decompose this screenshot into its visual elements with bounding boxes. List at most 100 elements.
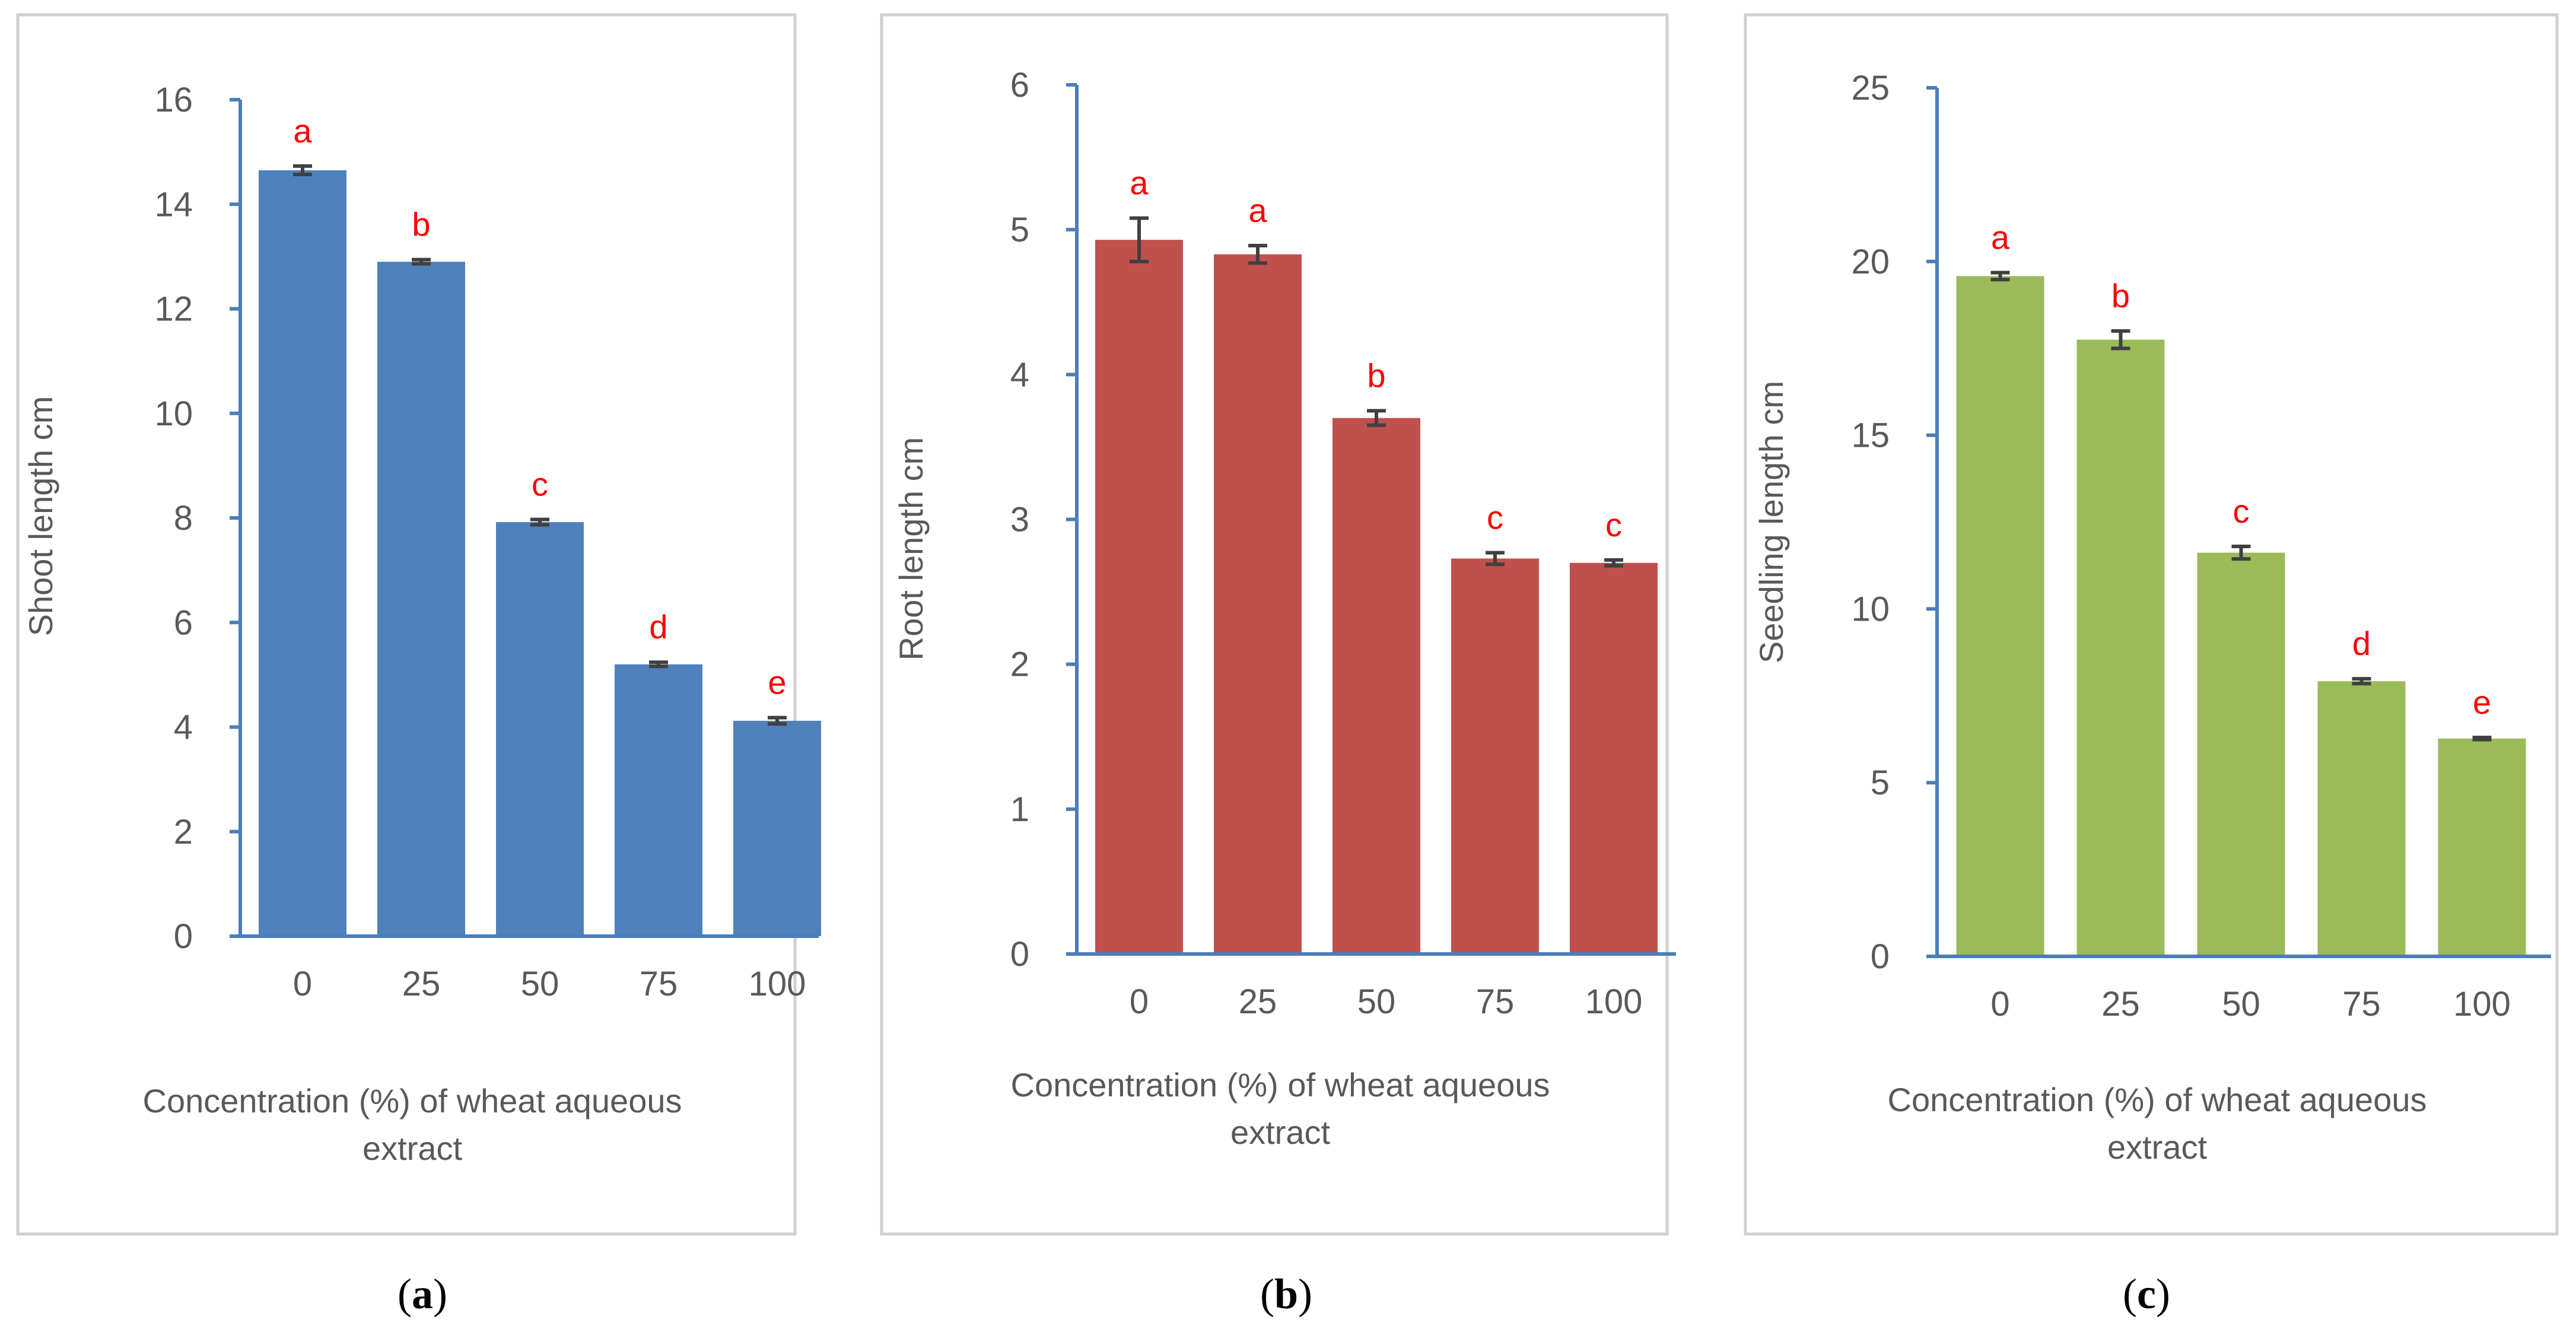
chart-panel-b: a 0 a 25 b 50 c 75 c 100 0 1 2 3 4 5 6 Root length cm Conc… <box>880 13 1676 1236</box>
bar-a-50 <box>496 522 584 936</box>
error-bar-a-75 <box>649 660 668 669</box>
error-bar-a-50 <box>530 517 549 527</box>
error-bar-b-0 <box>1130 216 1149 263</box>
bar-c-25 <box>2076 339 2165 956</box>
x-axis-title-b-line-1: Concentration (%) of wheat aqueous <box>1011 1066 1550 1103</box>
panel-caption-c-close: ) <box>2156 1270 2170 1318</box>
bar-c-50 <box>2197 552 2285 956</box>
error-bar-b-100 <box>1604 558 1623 568</box>
chart-panel-a: a 0 b 25 c 50 d 75 e 100 0 2 4 6 8 10 12 14 16 Shoot length… <box>16 13 821 1236</box>
error-bar-c-100 <box>2472 736 2492 742</box>
error-bar-a-0 <box>293 164 312 177</box>
x-tick-label-b-50: 50 <box>1357 982 1396 1021</box>
bar-b-25 <box>1214 254 1302 954</box>
error-bar-a-100 <box>768 715 787 726</box>
panel-caption-b-open: ( <box>1260 1270 1274 1318</box>
sig-letter-b-0: a <box>1130 164 1149 202</box>
error-bar-b-50 <box>1367 409 1386 427</box>
panel-caption-c-open: ( <box>2123 1270 2137 1318</box>
error-bar-c-50 <box>2231 544 2251 561</box>
x-tick-label-c-50: 50 <box>2222 985 2260 1023</box>
x-axis-title-c-line-1: Concentration (%) of wheat aqueous <box>1888 1081 2427 1118</box>
bar-b-75 <box>1451 558 1539 954</box>
y-tick-label-a-16: 16 <box>154 81 193 119</box>
y-axis-title-a: Shoot length cm <box>22 396 59 637</box>
x-tick-label-b-75: 75 <box>1476 982 1515 1021</box>
sig-letter-a-75: d <box>649 608 667 645</box>
panel-caption-c: (c) <box>2123 1270 2170 1318</box>
panel-caption-b-close: ) <box>1298 1270 1312 1318</box>
x-tick-label-c-75: 75 <box>2342 985 2381 1023</box>
x-tick-label-a-0: 0 <box>293 965 312 1003</box>
y-tick-label-b-6: 6 <box>1010 66 1029 104</box>
bar-a-100 <box>733 720 821 936</box>
error-bar-a-25 <box>412 257 431 266</box>
bar-c-75 <box>2317 681 2406 956</box>
bar-a-25 <box>377 262 465 936</box>
error-bar-b-75 <box>1486 551 1505 567</box>
bar-b-0 <box>1095 240 1183 955</box>
sig-letter-a-50: c <box>532 466 548 503</box>
sig-letter-c-25: b <box>2111 277 2130 314</box>
error-bar-b-25 <box>1248 244 1267 265</box>
y-tick-label-b-1: 1 <box>1010 790 1029 829</box>
y-tick-label-c-10: 10 <box>1851 590 1890 628</box>
y-tick-label-c-0: 0 <box>1871 937 1890 976</box>
y-tick-label-a-8: 8 <box>174 499 193 538</box>
sig-letter-a-100: e <box>768 664 786 701</box>
panel-caption-c-letter: c <box>2137 1270 2156 1318</box>
chart-panel-c: a 0 b 25 c 50 d 75 e 100 0 5 10 15 20 25 Seedling length… <box>1744 13 2559 1236</box>
y-tick-label-b-2: 2 <box>1010 645 1029 684</box>
error-bar-c-25 <box>2111 329 2130 351</box>
x-tick-label-b-0: 0 <box>1130 982 1149 1021</box>
sig-letter-b-25: a <box>1248 192 1267 229</box>
y-tick-label-c-5: 5 <box>1871 764 1890 802</box>
sig-letter-c-100: e <box>2473 683 2491 721</box>
sig-letter-c-50: c <box>2233 492 2250 530</box>
y-tick-label-a-12: 12 <box>154 290 193 329</box>
error-bar-c-75 <box>2352 677 2371 686</box>
sig-letter-c-0: a <box>1991 219 2010 256</box>
panel-caption-a-close: ) <box>433 1270 447 1318</box>
y-tick-label-c-15: 15 <box>1851 416 1890 455</box>
y-tick-label-a-10: 10 <box>154 395 193 433</box>
y-axis-title-c: Seedling length cm <box>1753 381 1790 663</box>
error-bar-c-0 <box>1990 271 2010 282</box>
y-tick-label-a-4: 4 <box>174 708 193 747</box>
y-axis-title-b: Root length cm <box>892 437 930 661</box>
sig-letter-a-25: b <box>412 206 430 243</box>
y-tick-label-b-3: 3 <box>1010 501 1029 539</box>
y-tick-label-a-14: 14 <box>154 185 193 224</box>
x-tick-label-c-100: 100 <box>2453 985 2511 1023</box>
x-axis-title-a-line-2: extract <box>362 1130 462 1167</box>
x-tick-label-c-25: 25 <box>2101 985 2140 1023</box>
x-tick-label-b-25: 25 <box>1239 982 1277 1021</box>
sig-letter-a-0: a <box>293 112 312 150</box>
sig-letter-b-75: c <box>1487 499 1503 536</box>
x-axis-title-b-line-2: extract <box>1230 1114 1330 1151</box>
y-tick-label-a-0: 0 <box>174 917 193 956</box>
bar-b-100 <box>1570 562 1658 954</box>
y-tick-label-c-25: 25 <box>1851 69 1890 107</box>
bar-a-75 <box>615 664 702 936</box>
bar-c-0 <box>1956 276 2044 956</box>
bar-c-100 <box>2438 738 2526 956</box>
x-axis-title-a-line-1: Concentration (%) of wheat aqueous <box>143 1082 682 1120</box>
x-axis-title-c-line-2: extract <box>2107 1128 2207 1166</box>
y-tick-label-a-2: 2 <box>174 813 193 851</box>
panel-caption-b: (b) <box>1260 1270 1312 1318</box>
y-tick-label-b-0: 0 <box>1010 935 1029 974</box>
x-tick-label-a-25: 25 <box>402 965 441 1003</box>
panel-caption-a: (a) <box>397 1270 447 1318</box>
sig-letter-b-50: b <box>1367 357 1385 394</box>
panel-caption-a-letter: a <box>412 1270 433 1318</box>
y-tick-label-a-6: 6 <box>174 603 193 642</box>
x-tick-label-a-75: 75 <box>640 965 678 1003</box>
sig-letter-b-100: c <box>1605 506 1622 543</box>
x-tick-label-a-50: 50 <box>521 965 559 1003</box>
panel-caption-b-letter: b <box>1274 1270 1298 1318</box>
sig-letter-c-75: d <box>2352 625 2371 662</box>
y-tick-label-b-4: 4 <box>1010 355 1029 394</box>
x-tick-label-c-0: 0 <box>1990 985 2009 1023</box>
